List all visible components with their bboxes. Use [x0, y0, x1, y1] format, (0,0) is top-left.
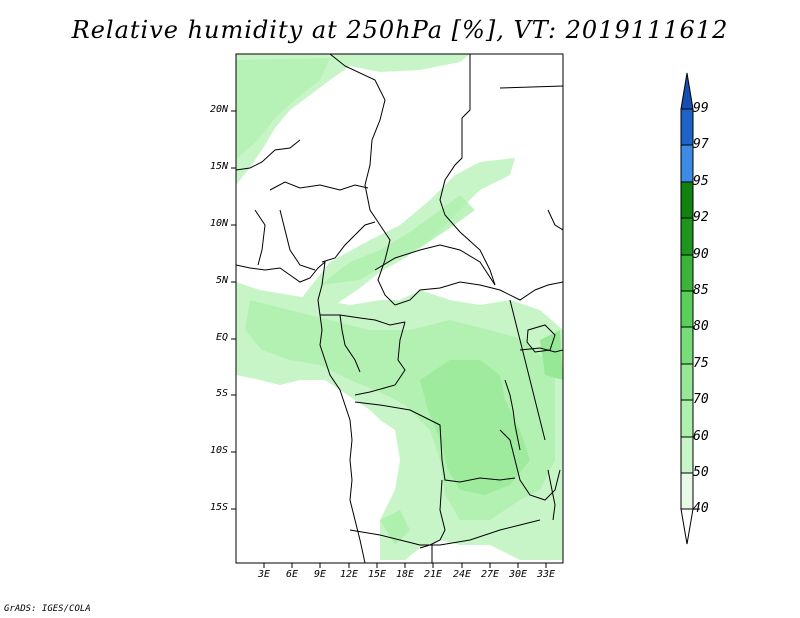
lat-ticks — [231, 110, 236, 510]
border-west-3 — [269, 181, 369, 191]
border-central-2 — [320, 314, 406, 326]
lake-victoria — [526, 324, 556, 353]
border-south-3 — [349, 519, 541, 546]
map-frame — [235, 53, 564, 564]
colorbar-label-60: 60 — [693, 429, 709, 444]
lon-label-12e: 12E — [339, 569, 359, 580]
lon-label-30e: 30E — [508, 569, 528, 580]
lat-label-5s: 5S — [215, 388, 228, 399]
colorbar-cell-85-90 — [680, 254, 694, 292]
border-north-3 — [499, 85, 563, 89]
lon-label-9e: 9E — [313, 569, 327, 580]
colorbar-cell-above-99 — [680, 72, 694, 110]
lon-label-15e: 15E — [367, 569, 387, 580]
border-west-4 — [279, 209, 316, 271]
border-central-5 — [374, 244, 496, 286]
colorbar-label-75: 75 — [693, 356, 709, 371]
lat-label-10s: 10S — [209, 445, 228, 456]
colorbar-cell-60-70 — [680, 399, 694, 438]
lat-label-20n: 20N — [209, 104, 228, 115]
border-east-1 — [509, 299, 546, 441]
colorbar-label-80: 80 — [693, 319, 709, 334]
colorbar-label-40: 40 — [693, 501, 709, 516]
colorbar-cell-below-40 — [680, 508, 694, 545]
colorbar-cell-50-60 — [680, 436, 694, 474]
border-west-2 — [254, 209, 266, 266]
humidity-patch-1 — [380, 510, 410, 545]
colorbar-label-90: 90 — [693, 247, 709, 262]
map-title: Relative humidity at 250hPa [%], VT: 201… — [71, 16, 729, 44]
humidity-shading — [236, 54, 563, 560]
country-boundaries — [236, 54, 563, 563]
border-central-4 — [394, 281, 563, 306]
colorbar-label-95: 95 — [693, 174, 709, 189]
lat-label-15n: 15N — [209, 161, 228, 172]
lat-label-eq: EQ — [215, 332, 228, 343]
coastline — [236, 260, 366, 563]
colorbar-label-99: 99 — [693, 101, 709, 116]
humidity-field-central-band-inner — [320, 195, 475, 285]
colorbar-cell-95-97 — [680, 144, 694, 183]
colorbar-label-85: 85 — [693, 283, 709, 298]
lon-label-27e: 27E — [480, 569, 500, 580]
lon-label-33e: 33E — [536, 569, 556, 580]
humidity-field-south-core — [420, 360, 530, 495]
lon-label-6e: 6E — [285, 569, 299, 580]
lake-tanganyika — [504, 379, 521, 451]
lat-label-15s: 15S — [209, 502, 228, 513]
border-central-3 — [339, 314, 361, 373]
border-central-1 — [321, 221, 376, 263]
lat-label-5n: 5N — [215, 275, 228, 286]
lon-ticks — [263, 563, 547, 568]
colorbar-cell-92-95 — [680, 181, 694, 219]
border-south-1 — [354, 401, 516, 483]
colorbar-cell-80-85 — [680, 290, 694, 328]
lon-label-18e: 18E — [395, 569, 415, 580]
colorbar-label-97: 97 — [693, 137, 709, 152]
colorbar-label-92: 92 — [693, 210, 709, 225]
colorbar-cell-75-80 — [680, 326, 694, 365]
colorbar-cell-90-92 — [680, 217, 694, 256]
humidity-patch-2 — [540, 330, 563, 380]
border-north-2 — [439, 54, 496, 286]
colorbar — [680, 72, 694, 545]
border-west-1 — [236, 139, 301, 171]
border-north-1 — [329, 54, 396, 306]
lake-malawi — [547, 469, 556, 521]
lat-label-10n: 10N — [209, 218, 228, 229]
border-east-2 — [547, 209, 563, 231]
colorbar-label-50: 50 — [693, 465, 709, 480]
colorbar-cell-40-50 — [680, 472, 694, 510]
colorbar-label-70: 70 — [693, 392, 709, 407]
border-south-4 — [499, 429, 561, 501]
lon-label-3e: 3E — [257, 569, 271, 580]
credit-text: GrADS: IGES/COLA — [4, 604, 91, 614]
colorbar-cell-70-75 — [680, 363, 694, 401]
border-central-6 — [354, 321, 406, 396]
lon-label-24e: 24E — [452, 569, 472, 580]
colorbar-cell-97-99 — [680, 108, 694, 146]
lon-label-21e: 21E — [423, 569, 443, 580]
humidity-field-north-inner — [236, 58, 330, 160]
